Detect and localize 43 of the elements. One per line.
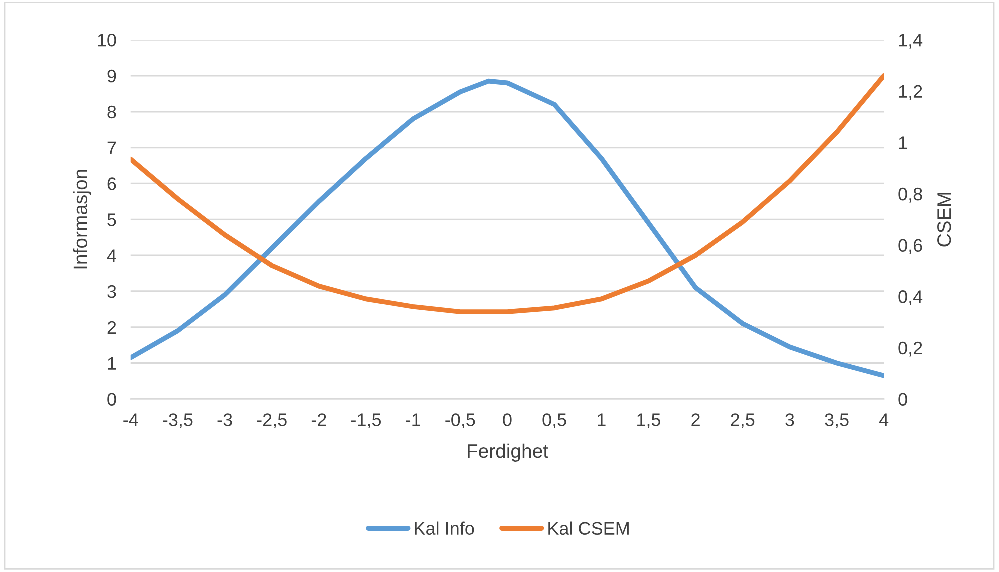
y-tick-label: 0 (108, 393, 116, 406)
y2-tick-label: 0,6 (898, 239, 922, 254)
y2-tick-label: 0,8 (898, 188, 922, 203)
x-tick-label: 3,5 (825, 414, 849, 429)
y2-tick-label: 1,2 (899, 85, 922, 100)
y2-tick-label: 1,4 (899, 34, 923, 49)
x-tick-label: 1 (598, 414, 606, 426)
legend-label: Kal Info (415, 522, 474, 536)
x-axis-title: Ferdighet (468, 444, 548, 462)
y-tick-label: 4 (107, 250, 116, 262)
y2-tick-label: 0,4 (898, 290, 923, 306)
x-tick-label: -1,5 (352, 414, 382, 429)
x-tick-label: -2,5 (257, 414, 287, 429)
x-tick-label: 2,5 (731, 414, 755, 429)
y-tick-label: 2 (108, 321, 116, 334)
line-series (130, 74, 884, 314)
x-tick-label: 1,5 (638, 414, 661, 429)
x-tick-label: 2 (692, 414, 700, 426)
y-tick-label: 8 (108, 106, 116, 119)
x-tick-label: -3 (218, 414, 232, 426)
y-tick-label: 9 (108, 70, 116, 83)
legend-label: Kal CSEM (548, 522, 629, 536)
y-tick-label: 5 (108, 214, 116, 226)
y-tick-label: 6 (108, 178, 116, 190)
x-tick-label: 0,5 (542, 414, 566, 429)
x-tick-label: 0 (503, 414, 512, 426)
x-tick-label: -4 (124, 414, 138, 426)
y-tick-label: 10 (98, 34, 116, 47)
y-tick-label: 7 (108, 142, 116, 154)
y-axis-title: Informasjon (73, 170, 92, 269)
x-tick-label: -1 (406, 414, 420, 426)
y2-tick-label: 1 (899, 136, 908, 150)
y2-tick-label: 0,2 (898, 342, 922, 357)
line-series (130, 78, 884, 378)
y2-tick-label: 0 (898, 393, 908, 406)
x-tick-label: 4 (880, 414, 889, 426)
x-tick-label: -2 (312, 414, 326, 426)
x-tick-label: 3 (786, 414, 794, 426)
x-tick-label: -0,5 (446, 414, 476, 429)
x-tick-label: -3,5 (163, 414, 193, 429)
y-tick-label: 1 (108, 357, 116, 370)
y-tick-label: 3 (108, 285, 116, 298)
y2-axis-title: CSEM (938, 193, 952, 247)
